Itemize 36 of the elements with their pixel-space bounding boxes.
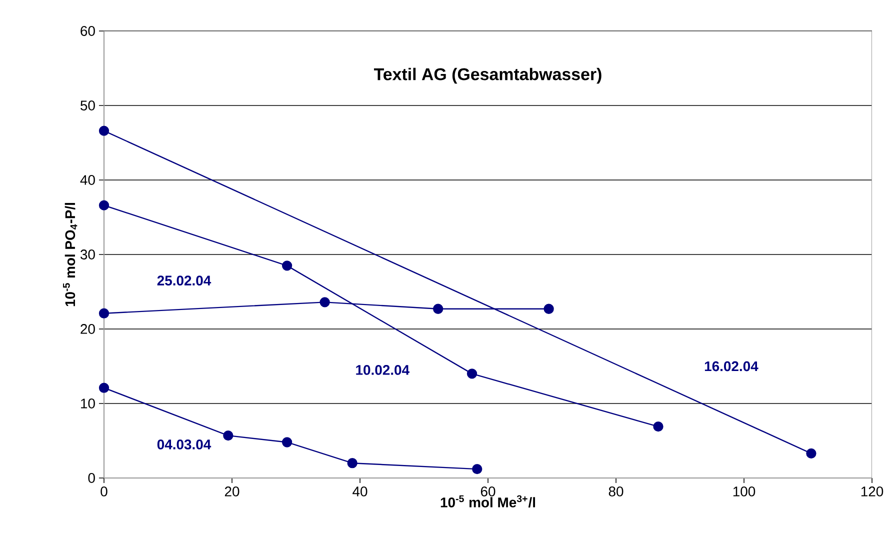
text: Textil AG (Gesamtabwasser) — [374, 68, 602, 84]
y-tick-label: 60 — [80, 26, 95, 36]
point — [98, 126, 110, 136]
y-tick-label: 20 — [80, 324, 95, 334]
point — [347, 458, 358, 468]
point — [433, 304, 444, 314]
series-label: 04.03.04 — [157, 440, 212, 450]
point — [466, 368, 478, 379]
x-tick-label: 80 — [608, 486, 624, 496]
point — [653, 422, 664, 432]
x-tick-label: 60 — [480, 486, 496, 496]
x-tick-label: 20 — [224, 486, 240, 496]
y-tick-label: 50 — [80, 100, 95, 110]
text: 16.02.04 — [704, 361, 758, 372]
x-tick-label: 0 — [100, 486, 108, 496]
point — [806, 448, 816, 458]
y-tick-label: 10 — [81, 398, 95, 408]
x-axis-title: 10$^{-5}$ mol Me$^{3+}$/l — [440, 495, 536, 508]
x-tick-label: 120 — [861, 486, 884, 496]
y-axis-title: 10$^{-5}$ mol PO$_{4}$-P/l — [63, 202, 78, 306]
point — [98, 382, 110, 393]
x-tick-label: 100 — [733, 486, 756, 496]
series-label: 25.02.04 — [157, 276, 212, 286]
point — [223, 430, 234, 441]
point — [472, 464, 482, 474]
y-tick-label: 40 — [80, 175, 95, 185]
point — [282, 437, 292, 448]
point — [98, 308, 110, 318]
series-label: 10.02.04 — [356, 365, 410, 375]
point — [320, 297, 330, 308]
y-tick-label: 0 — [88, 473, 95, 483]
y-tick-label: 30 — [80, 250, 95, 260]
point — [544, 304, 554, 314]
x-tick-label: 40 — [352, 486, 368, 496]
point — [282, 260, 292, 271]
point — [98, 200, 110, 210]
